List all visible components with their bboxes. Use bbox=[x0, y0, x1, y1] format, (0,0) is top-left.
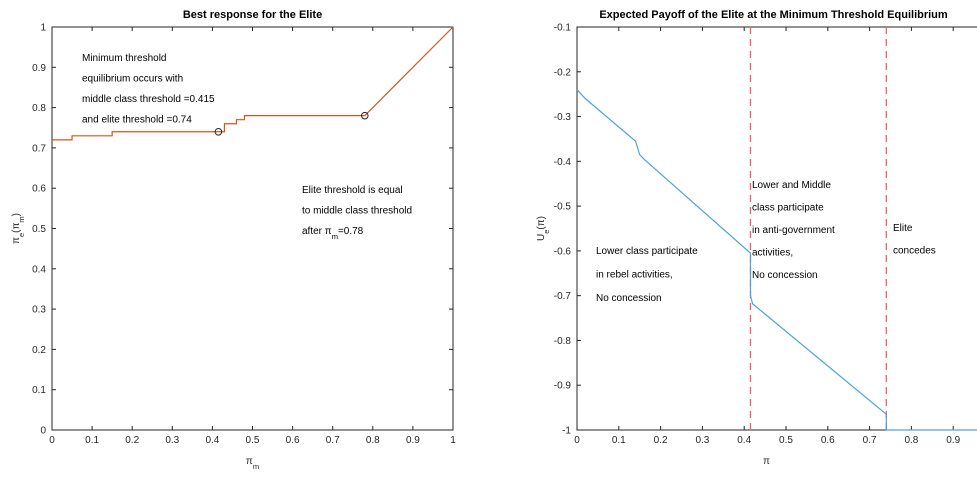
y-tick-label: -1 bbox=[562, 426, 571, 437]
annotation-line: Elite bbox=[893, 223, 913, 234]
best-response-chart: 0 0.1 0.2 0.3 0.4 0.5 0.6 0.7 0.8 0.9 1 0 0.1 0.2 0.3 0… bbox=[11, 9, 456, 471]
annotation-line: No concession bbox=[596, 293, 662, 304]
equilibrium-marker bbox=[214, 127, 223, 136]
annotation-line: equilibrium occurs with bbox=[82, 74, 183, 85]
x-tick-label: 1 bbox=[450, 435, 456, 446]
y-tick-label: 0.3 bbox=[32, 305, 46, 316]
chart-title: Expected Payoff of the Elite at the Mini… bbox=[599, 9, 948, 21]
annotation-line: Minimum threshold bbox=[82, 53, 166, 64]
annotation-line: Elite threshold is equal bbox=[302, 185, 403, 196]
y-tick-label: -0.5 bbox=[554, 202, 572, 213]
x-tick-label: 0.4 bbox=[205, 435, 219, 446]
y-tick-label: -0.1 bbox=[554, 23, 572, 34]
y-axis-label: πe(πm) bbox=[11, 213, 26, 244]
annotation-line: No concession bbox=[752, 270, 818, 281]
x-tick-label: 0.7 bbox=[326, 435, 340, 446]
x-tick-label: 0.8 bbox=[904, 435, 918, 446]
x-tick-label: 0 bbox=[49, 435, 55, 446]
chart-title: Best response for the Elite bbox=[183, 9, 322, 21]
annotation-line: in rebel activities, bbox=[596, 270, 673, 281]
annotation-line: Lower and Middle bbox=[752, 180, 831, 191]
y-tick-label: 0 bbox=[40, 426, 46, 437]
x-axis-label: πm bbox=[246, 456, 259, 471]
y-tick-label: 0.7 bbox=[32, 143, 46, 154]
x-tick-label: 0.5 bbox=[246, 435, 260, 446]
x-tick-label: 0.4 bbox=[737, 435, 751, 446]
y-tick-label: 0.5 bbox=[32, 224, 46, 235]
annotation-line: class participate bbox=[752, 203, 824, 214]
annotation-line: in anti-government bbox=[752, 225, 835, 236]
y-tick-label: -0.9 bbox=[554, 381, 572, 392]
y-tick-label: -0.3 bbox=[554, 112, 572, 123]
y-tick-label: -0.4 bbox=[554, 157, 572, 168]
x-tick-label: 0.3 bbox=[165, 435, 179, 446]
y-tick-label: -0.8 bbox=[554, 336, 572, 347]
y-tick-label: -0.6 bbox=[554, 246, 572, 257]
x-tick-label: 0.2 bbox=[654, 435, 668, 446]
series-line bbox=[52, 26, 454, 141]
x-tick-label: 0.2 bbox=[125, 435, 139, 446]
x-tick-label: 0.5 bbox=[779, 435, 793, 446]
x-tick-label: 0 bbox=[574, 435, 580, 446]
annotation-line: after πm=0.78 bbox=[302, 226, 364, 241]
y-axis-label: Ue(π) bbox=[536, 216, 551, 241]
x-tick-label: 0.1 bbox=[612, 435, 626, 446]
y-tick-label: 0.1 bbox=[32, 385, 46, 396]
y-tick-label: -0.2 bbox=[554, 67, 572, 78]
y-tick-label: 1 bbox=[40, 23, 46, 34]
annotation-line: concedes bbox=[893, 246, 936, 257]
x-tick-label: 0.1 bbox=[85, 435, 99, 446]
x-tick-label: 0.3 bbox=[695, 435, 709, 446]
y-tick-label: 0.8 bbox=[32, 103, 46, 114]
x-axis-label: π bbox=[763, 456, 770, 467]
annotation-line: middle class threshold =0.415 bbox=[82, 94, 215, 105]
x-tick-label: 0.7 bbox=[863, 435, 877, 446]
annotation-line: to middle class threshold bbox=[302, 206, 412, 217]
y-tick-label: -0.7 bbox=[554, 291, 572, 302]
x-tick-label: 0.6 bbox=[821, 435, 835, 446]
y-tick-label: 0.6 bbox=[32, 184, 46, 195]
series-line bbox=[576, 89, 977, 431]
y-tick-label: 0.2 bbox=[32, 345, 46, 356]
annotation-line: and elite threshold =0.74 bbox=[82, 115, 192, 126]
y-tick-label: 0.9 bbox=[32, 63, 46, 74]
x-tick-label: 0.9 bbox=[406, 435, 420, 446]
annotation-line: Lower class participate bbox=[596, 246, 698, 257]
equilibrium-marker bbox=[360, 111, 369, 120]
y-tick-label: 0.4 bbox=[32, 264, 46, 275]
annotation-line: activities, bbox=[752, 248, 793, 259]
x-tick-label: 0.9 bbox=[946, 435, 960, 446]
x-tick-label: 0.8 bbox=[366, 435, 380, 446]
expected-payoff-chart: 0 0.1 0.2 0.3 0.4 0.5 0.6 0.7 0.8 0.9 -0.1 -0.2 -0.3… bbox=[536, 9, 977, 467]
x-tick-label: 0.6 bbox=[286, 435, 300, 446]
